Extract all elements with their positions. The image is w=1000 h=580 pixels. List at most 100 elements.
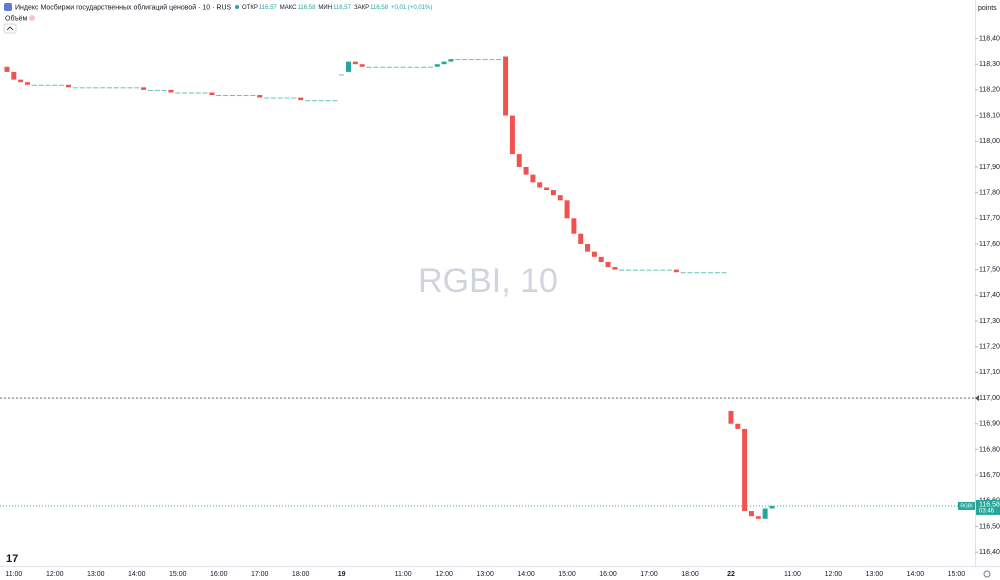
- x-tick-label: 13:00: [476, 571, 494, 578]
- candle-body: [229, 95, 235, 97]
- candle-body: [284, 97, 290, 99]
- volume-label[interactable]: Объём: [5, 14, 27, 22]
- candle-body: [298, 97, 304, 101]
- candle-body: [223, 95, 229, 97]
- candle-body: [113, 87, 119, 89]
- y-tick-label: 116,50: [979, 523, 1000, 530]
- settings-icon[interactable]: [983, 570, 991, 578]
- candle-body: [707, 272, 713, 274]
- candle-body: [134, 87, 140, 89]
- candle-body: [257, 95, 263, 98]
- candle-body: [728, 410, 734, 424]
- x-tick-label: 18:00: [292, 571, 310, 578]
- candle-body: [373, 66, 379, 68]
- candle-body: [755, 516, 761, 519]
- x-tick-label: 15:00: [169, 571, 187, 578]
- candle-body: [564, 200, 570, 219]
- x-tick-label: 18:00: [681, 571, 699, 578]
- ohlc-value: 116,58: [298, 5, 317, 11]
- candle-body: [182, 92, 188, 94]
- candle-body: [530, 174, 536, 183]
- candle-body: [482, 59, 488, 61]
- candle-body: [147, 89, 153, 91]
- candle-body: [762, 508, 768, 519]
- candle-body: [632, 269, 638, 271]
- ohlc-legend: ОТКР 116,57 МАКС 116,58 МИН 116,57 ЗАКР 116,58 +…: [242, 5, 432, 11]
- candle-body: [31, 84, 37, 86]
- candle-body: [393, 66, 399, 68]
- candle-body: [93, 87, 99, 89]
- candle-body: [639, 269, 645, 271]
- price-tag: [976, 499, 1000, 515]
- x-tick-label: 14:00: [517, 571, 535, 578]
- candle-body: [646, 269, 652, 271]
- candle-body: [667, 269, 673, 271]
- candle-body: [468, 59, 474, 61]
- y-tick-label: 117,20: [979, 344, 1000, 351]
- axis-unit[interactable]: points: [978, 5, 997, 12]
- x-tick-label: 11:00: [395, 571, 412, 578]
- candle-body: [673, 269, 679, 273]
- candle-body: [38, 84, 44, 86]
- candle-body: [475, 59, 481, 61]
- candle-body: [735, 423, 741, 429]
- ohlc-label: ЗАКР: [354, 5, 369, 11]
- candle-body: [168, 89, 174, 93]
- y-tick-label: 117,30: [979, 318, 1000, 325]
- y-tick-label: 117,40: [979, 292, 1000, 299]
- candle-body: [612, 267, 618, 270]
- candle-body: [332, 100, 338, 102]
- candle-body: [721, 272, 727, 274]
- x-tick-label: 12:00: [46, 571, 64, 578]
- candle-body: [79, 87, 85, 89]
- collapse-icon: [6, 26, 14, 31]
- x-tick-label: 11:00: [5, 571, 22, 578]
- symbol-tag: [958, 501, 975, 510]
- x-tick-label: 12:00: [435, 571, 453, 578]
- x-tick-label: 15:00: [558, 571, 576, 578]
- x-tick-label: 16:00: [599, 571, 617, 578]
- candle-body: [714, 272, 720, 274]
- chart-title[interactable]: Индекс Мосбиржи государственных облигаци…: [15, 3, 232, 11]
- logo: 17: [6, 553, 18, 565]
- symbol-icon: [4, 3, 12, 11]
- candle-body: [4, 66, 10, 72]
- candle-body: [18, 79, 24, 83]
- candle-body: [441, 61, 447, 65]
- candle-body: [427, 66, 433, 68]
- candle-body: [687, 272, 693, 274]
- y-tick-label: 117,00: [979, 395, 1000, 402]
- candle-body: [516, 154, 522, 167]
- ohlc-value: 116,58: [370, 5, 389, 11]
- reference-arrow: [975, 395, 979, 402]
- candle-body: [544, 187, 550, 191]
- y-tick-label: 116,90: [979, 421, 1000, 428]
- y-tick-label: 116,70: [979, 472, 1000, 479]
- candle-body: [366, 66, 372, 68]
- y-tick-label: 116,40: [979, 549, 1000, 556]
- candle-body: [598, 256, 604, 262]
- candle-body: [748, 511, 754, 517]
- x-tick-label: 15:00: [948, 571, 966, 578]
- candle-body: [448, 59, 454, 62]
- ohlc-value: 116,57: [259, 5, 278, 11]
- change-value: +0,01 (+0,01%): [391, 5, 432, 11]
- candle-body: [509, 115, 515, 155]
- watermark: RGBI, 10: [418, 262, 558, 300]
- x-tick-label: 12:00: [825, 571, 843, 578]
- collapse-button[interactable]: [3, 23, 17, 34]
- y-tick-label: 118,10: [979, 112, 1000, 119]
- candle-body: [100, 87, 106, 89]
- candle-body: [591, 251, 597, 257]
- price-tag-countdown: 03:46: [979, 509, 995, 515]
- ohlc-label: МИН: [318, 5, 332, 11]
- candle-body: [455, 59, 461, 61]
- candle-body: [339, 74, 345, 76]
- candle-body: [318, 100, 324, 102]
- y-tick-label: 117,70: [979, 215, 1000, 222]
- candle-body: [386, 66, 392, 68]
- y-tick-label: 117,60: [979, 241, 1000, 248]
- candle-body: [380, 66, 386, 68]
